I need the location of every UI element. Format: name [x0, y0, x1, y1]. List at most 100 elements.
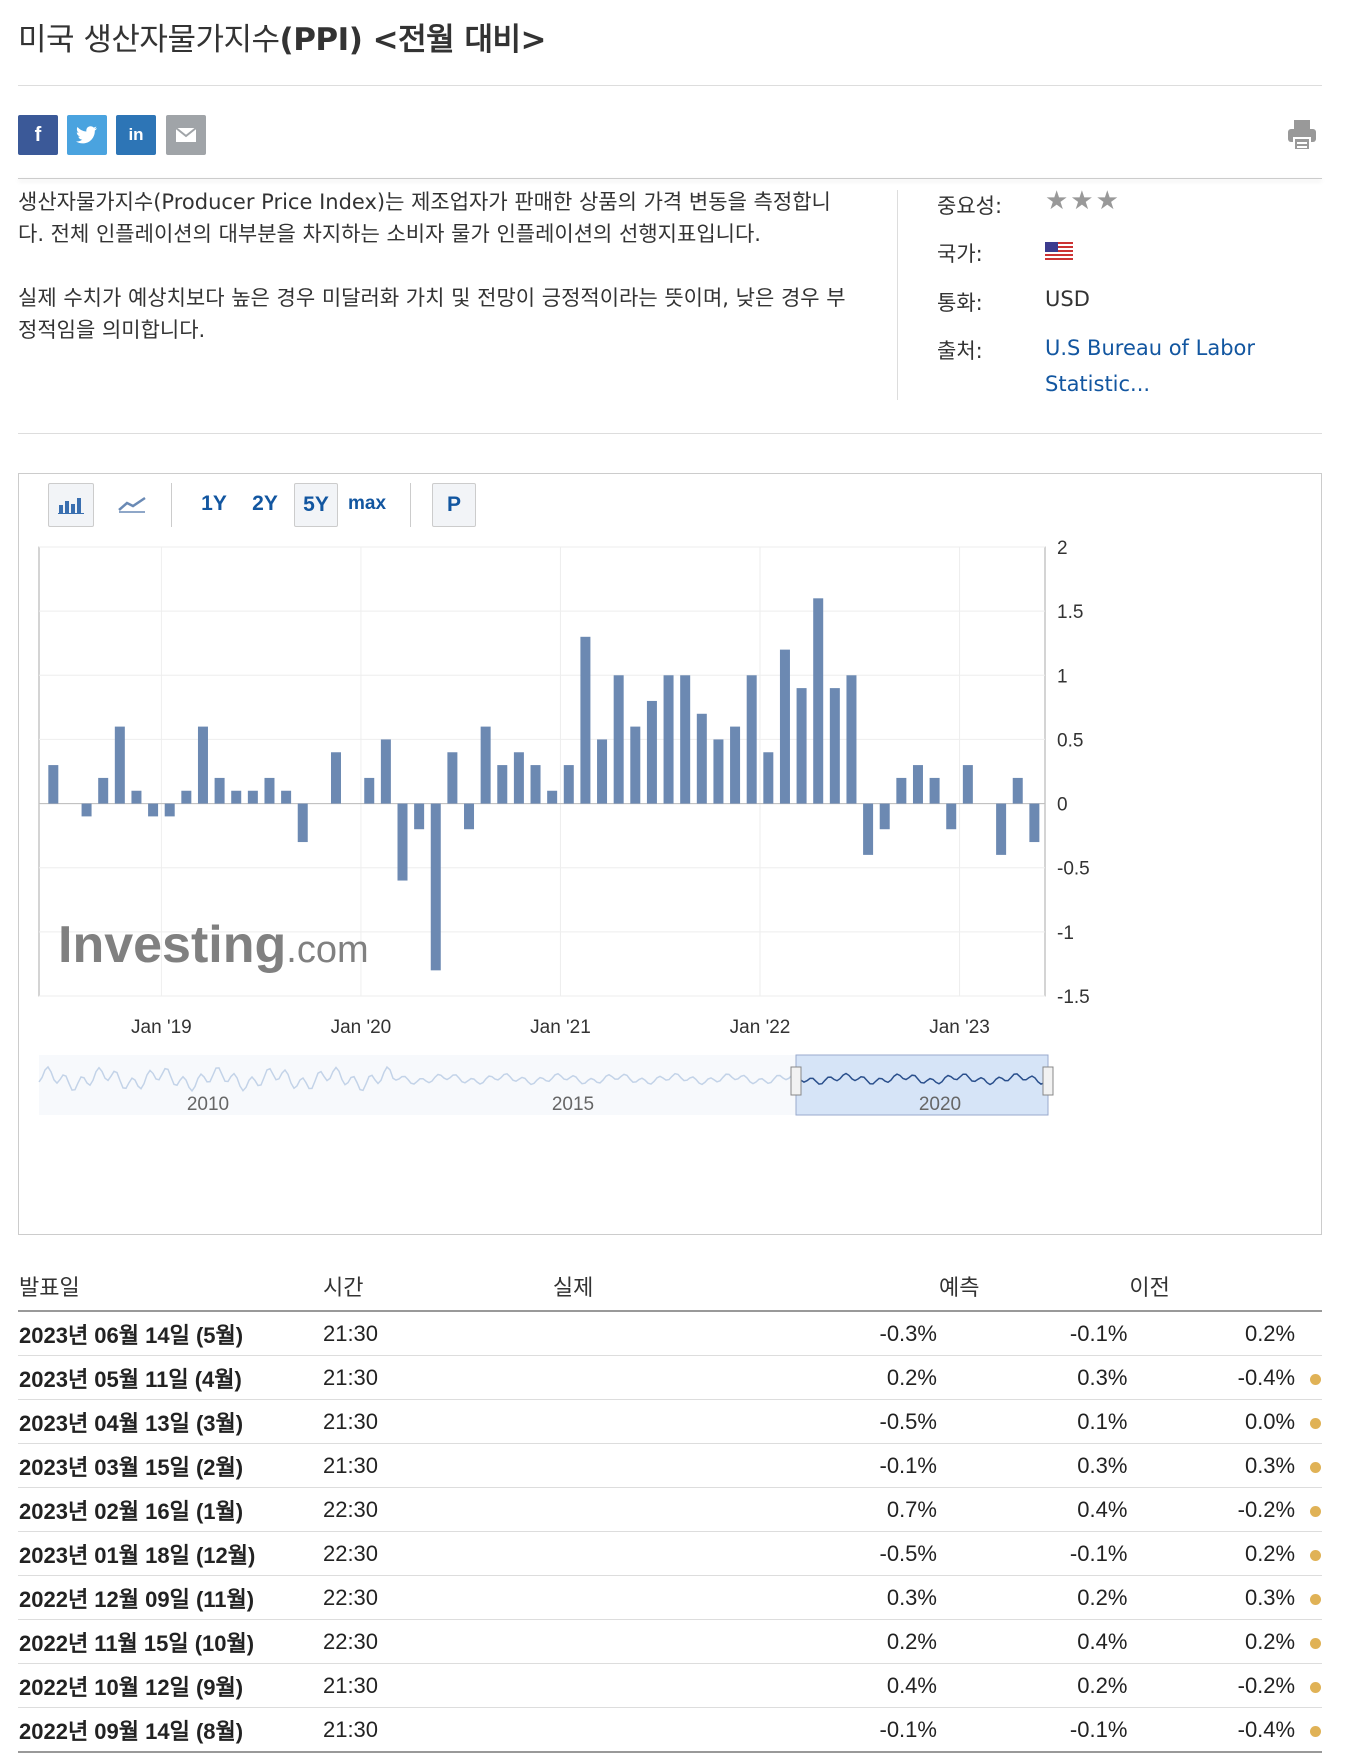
facebook-share-button[interactable]: f [18, 115, 58, 155]
bar [131, 790, 142, 804]
table-row: 2023년 05월 11일 (4월) 21:30 0.2% 0.3% -0.4% [18, 1355, 1322, 1400]
bar [946, 803, 957, 830]
period-2y-button[interactable]: 2Y [252, 492, 278, 515]
table-header-row: 발표일 시간 실제 예측 이전 [18, 1262, 1322, 1312]
revised-indicator-icon[interactable] [1310, 1505, 1321, 1517]
bar [547, 790, 558, 804]
row-time: 21:30 [321, 1443, 552, 1488]
revised-indicator-icon[interactable] [1310, 1549, 1321, 1561]
row-time: 21:30 [321, 1311, 552, 1356]
row-date: 2023년 03월 15일 (2월) [18, 1443, 322, 1488]
y-tick-label: -1.5 [1057, 987, 1090, 1008]
row-actual: -0.5% [551, 1399, 938, 1444]
bar [231, 790, 242, 804]
bar [696, 713, 707, 804]
source-link[interactable]: U.S Bureau of Labor Statistic... [1045, 336, 1256, 396]
header-forecast: 예측 [937, 1262, 1129, 1312]
x-tick-label: Jan '23 [929, 1017, 990, 1038]
revised-indicator-icon[interactable] [1310, 1681, 1321, 1693]
row-actual: 0.7% [551, 1487, 938, 1532]
header-time: 시간 [321, 1262, 552, 1312]
line-chart-button[interactable] [110, 483, 154, 525]
bar [630, 726, 641, 804]
bar [1029, 803, 1040, 843]
bar [962, 765, 973, 804]
revised-indicator-icon[interactable] [1310, 1725, 1321, 1737]
facebook-icon: f [34, 123, 42, 146]
bar [414, 803, 425, 830]
row-actual: -0.3% [551, 1311, 938, 1356]
investing-watermark: Investing.com [58, 916, 369, 974]
y-tick-label: 1.5 [1057, 602, 1083, 623]
bar [779, 649, 790, 804]
row-actual: -0.1% [551, 1443, 938, 1488]
bar [114, 726, 125, 804]
bar [846, 675, 857, 804]
row-date: 2023년 06월 14일 (5월) [18, 1311, 322, 1356]
bar [730, 726, 741, 804]
header-date: 발표일 [18, 1262, 322, 1312]
bar [81, 803, 92, 817]
bar [597, 739, 608, 804]
row-previous: 0.3% [1128, 1443, 1297, 1488]
chart-container [18, 473, 1322, 1235]
period-1y-button[interactable]: 1Y [201, 492, 227, 515]
linkedin-share-button[interactable]: in [116, 115, 156, 155]
row-previous: -0.4% [1128, 1355, 1297, 1400]
row-time: 22:30 [321, 1531, 552, 1576]
revised-indicator-icon[interactable] [1310, 1637, 1321, 1649]
navigator-handle[interactable] [1042, 1066, 1054, 1096]
row-forecast: 0.4% [937, 1619, 1129, 1664]
row-date: 2023년 04월 13일 (3월) [18, 1399, 322, 1444]
x-tick-label: Jan '22 [730, 1017, 791, 1038]
importance-stars: ★★★ [1045, 186, 1121, 216]
row-previous: 0.2% [1128, 1619, 1297, 1664]
bar-chart-icon [58, 498, 84, 514]
row-date: 2023년 05월 11일 (4월) [18, 1355, 322, 1400]
bar [879, 803, 890, 830]
period-max-button[interactable]: max [347, 493, 387, 514]
bar [513, 752, 524, 804]
twitter-share-button[interactable] [67, 115, 107, 155]
toolbar-separator [410, 483, 411, 527]
row-time: 21:30 [321, 1399, 552, 1444]
bar [148, 803, 159, 817]
row-revision-cell [1296, 1311, 1322, 1356]
bar [330, 752, 341, 804]
row-time: 22:30 [321, 1487, 552, 1532]
table-row: 2023년 01월 18일 (12월) 22:30 -0.5% -0.1% 0.2% [18, 1531, 1322, 1576]
history-table: 발표일 시간 실제 예측 이전 2023년 06월 14일 (5월) 21:30-… [18, 1262, 1322, 1753]
row-revision-cell [1296, 1619, 1322, 1664]
row-previous: 0.2% [1128, 1311, 1297, 1356]
row-revision-cell [1296, 1707, 1322, 1753]
navigator-handle[interactable] [790, 1066, 802, 1096]
row-date: 2022년 12월 09일 (11월) [18, 1575, 322, 1620]
divider [897, 190, 898, 400]
y-tick-label: 0 [1057, 795, 1068, 816]
revised-indicator-icon[interactable] [1310, 1373, 1321, 1385]
bar [663, 675, 674, 804]
row-revision-cell [1296, 1487, 1322, 1532]
toolbar-separator [171, 483, 172, 527]
x-tick-label: Jan '21 [530, 1017, 591, 1038]
page-title: 미국 생산자물가지수(PPI) <전월 대비> [18, 14, 546, 59]
navigator-year-label: 2015 [552, 1094, 594, 1115]
print-button[interactable] [1286, 118, 1318, 152]
bar-chart-button[interactable] [48, 483, 94, 527]
revised-indicator-icon[interactable] [1310, 1417, 1321, 1429]
bar [996, 803, 1007, 855]
table-row: 2023년 04월 13일 (3월) 21:30 -0.5% 0.1% 0.0% [18, 1399, 1322, 1444]
bar [646, 700, 657, 804]
period-5y-button[interactable]: 5Y [294, 483, 338, 527]
revised-indicator-icon[interactable] [1310, 1461, 1321, 1473]
description-paragraph: 생산자물가지수(Producer Price Index)는 제조업자가 판매한… [18, 190, 831, 246]
table-row: 2023년 02월 16일 (1월) 22:30 0.7% 0.4% -0.2% [18, 1487, 1322, 1532]
email-share-button[interactable] [166, 115, 206, 155]
p-button[interactable]: P [432, 483, 476, 527]
table-row: 2022년 11월 15일 (10월) 22:30 0.2% 0.4% 0.2% [18, 1619, 1322, 1664]
row-time: 22:30 [321, 1575, 552, 1620]
row-revision-cell [1296, 1443, 1322, 1488]
header-actual: 실제 [551, 1262, 938, 1312]
revised-indicator-icon[interactable] [1310, 1593, 1321, 1605]
y-tick-label: -0.5 [1057, 859, 1090, 880]
